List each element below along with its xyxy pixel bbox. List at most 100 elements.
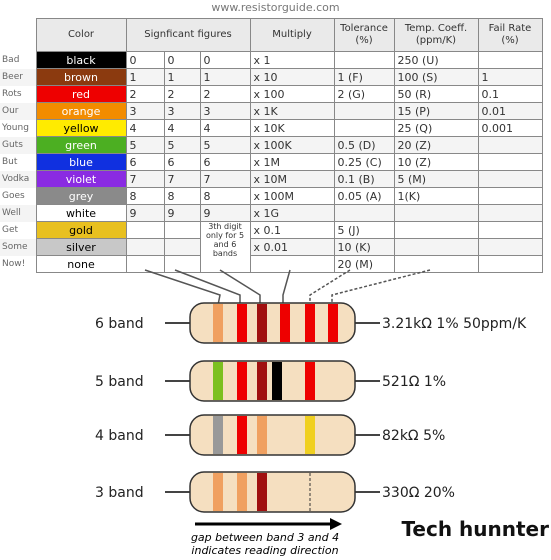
color-name: green <box>35 136 127 154</box>
column-unit: (ppm/K) <box>415 35 457 46</box>
band <box>237 362 247 400</box>
table-row: Goes grey 8 8 8 x 100M 0.05 (A) 1(K) <box>0 187 543 205</box>
mnemonic: Now! <box>2 259 26 269</box>
column-title: Temp. Coeff. <box>404 23 468 34</box>
color-name: violet <box>35 170 127 188</box>
table-row: Now! none 20 (M) <box>0 255 543 273</box>
band <box>257 473 267 511</box>
band <box>237 473 247 511</box>
color-name: blue <box>35 153 127 171</box>
band <box>305 362 315 400</box>
tolerance: 20 (M) <box>333 255 395 273</box>
column-header: Fail Rate (%) <box>477 18 543 52</box>
column-title: Signficant figures <box>144 29 232 40</box>
color-name: gold <box>35 221 127 239</box>
band <box>213 416 223 454</box>
band <box>237 304 247 342</box>
band <box>280 304 290 342</box>
connector-lines <box>144 269 431 306</box>
fail: 1 <box>477 68 543 86</box>
column-title: Tolerance <box>340 23 388 34</box>
column-header: Multiply <box>249 18 335 52</box>
table-row: Vodka violet 7 7 7 x 10M 0.1 (B) 5 (M) <box>0 170 543 188</box>
color-name: yellow <box>35 119 127 137</box>
resistor-value: 3.21kΩ 1% 50ppm/K <box>382 316 527 332</box>
temp: 250 (U) <box>393 51 479 69</box>
mnemonic: Vodka <box>2 174 30 184</box>
band <box>213 304 223 342</box>
temp: 10 (Z) <box>393 153 479 171</box>
column-header: Signficant figures <box>125 18 251 52</box>
column-header: Temp. Coeff. (ppm/K) <box>393 18 479 52</box>
color-name: brown <box>35 68 127 86</box>
caption: gap between band 3 and 4 <box>191 531 339 544</box>
watermark: Tech hunnter <box>401 517 549 541</box>
table-body: Bad black 0 0 0 x 1 250 (U) Beer brown 1 1 1 x 10 1 (… <box>0 51 543 273</box>
temp: 50 (R) <box>393 85 479 103</box>
mnemonic: Rots <box>2 89 22 99</box>
band <box>272 362 282 400</box>
temp: 1(K) <box>393 187 479 205</box>
mnemonic: Our <box>2 106 19 116</box>
mnemonic: Well <box>2 208 21 218</box>
caption: indicates reading direction <box>191 544 338 557</box>
table-row: Well white 9 9 9 x 1G <box>0 204 543 222</box>
color-name: orange <box>35 102 127 120</box>
mnemonic: Young <box>2 123 29 133</box>
arrow-head <box>330 518 342 530</box>
band-count: 4 band <box>95 428 144 444</box>
color-name: black <box>35 51 127 69</box>
band <box>237 416 247 454</box>
table-row: Bad black 0 0 0 x 1 250 (U) <box>0 51 543 69</box>
column-title: Multiply <box>272 29 312 40</box>
tolerance: 0.05 (A) <box>333 187 395 205</box>
mnemonic: Goes <box>2 191 25 201</box>
column-title: Color <box>67 29 95 40</box>
column-unit: (%) <box>501 35 519 46</box>
fail <box>477 255 543 273</box>
multiply: x 0.1 <box>249 221 335 239</box>
column-unit: (%) <box>355 35 373 46</box>
band <box>257 362 267 400</box>
tolerance: 5 (J) <box>333 221 395 239</box>
column-title: Fail Rate <box>488 23 532 34</box>
band <box>257 416 267 454</box>
mnemonic: Get <box>2 225 19 235</box>
color-name: grey <box>35 187 127 205</box>
band-count: 6 band <box>95 316 144 332</box>
table-row: Rots red 2 2 2 x 100 2 (G) 50 (R) 0.1 <box>0 85 543 103</box>
table-row: Young yellow 4 4 4 x 10K 25 (Q) 0.001 <box>0 119 543 137</box>
color-name: none <box>35 255 127 273</box>
table-row: Some silver x 0.01 10 (K) <box>0 238 543 256</box>
table-row: Our orange 3 3 3 x 1K 15 (P) 0.01 <box>0 102 543 120</box>
table-row: Guts green 5 5 5 x 100K 0.5 (D) 20 (Z) <box>0 136 543 154</box>
mnemonic: Some <box>2 242 28 252</box>
resistor-value: 330Ω 20% <box>382 485 455 501</box>
tolerance: 0.1 (B) <box>333 170 395 188</box>
color-name: white <box>35 204 127 222</box>
mnemonic: Guts <box>2 140 23 150</box>
band <box>213 473 223 511</box>
site-url: www.resistorguide.com <box>211 1 340 14</box>
resistor-body <box>189 471 356 513</box>
tolerance: 10 (K) <box>333 238 395 256</box>
resistor-value: 82kΩ 5% <box>382 428 445 444</box>
band <box>305 416 315 454</box>
multiply: x 0.01 <box>249 238 335 256</box>
multiply: x 1 <box>249 51 335 69</box>
mnemonic: Bad <box>2 55 20 65</box>
band <box>213 362 223 400</box>
mnemonic: Beer <box>2 72 23 82</box>
multiply: x 100M <box>249 187 335 205</box>
column-header: Tolerance (%) <box>333 18 395 52</box>
table-row: Beer brown 1 1 1 x 10 1 (F) 100 (S) 1 <box>0 68 543 86</box>
table-row: But blue 6 6 6 x 1M 0.25 (C) 10 (Z) <box>0 153 543 171</box>
resistor-value: 521Ω 1% <box>382 374 446 390</box>
band <box>328 304 338 342</box>
resistors: 6 band 3.21kΩ 1% 50ppm/K 5 band 521Ω 1% 4 ba… <box>95 302 527 513</box>
mnemonic: But <box>2 157 18 167</box>
header-row: Color Signficant figures Multiply Tolerance… <box>0 18 543 52</box>
band <box>305 304 315 342</box>
